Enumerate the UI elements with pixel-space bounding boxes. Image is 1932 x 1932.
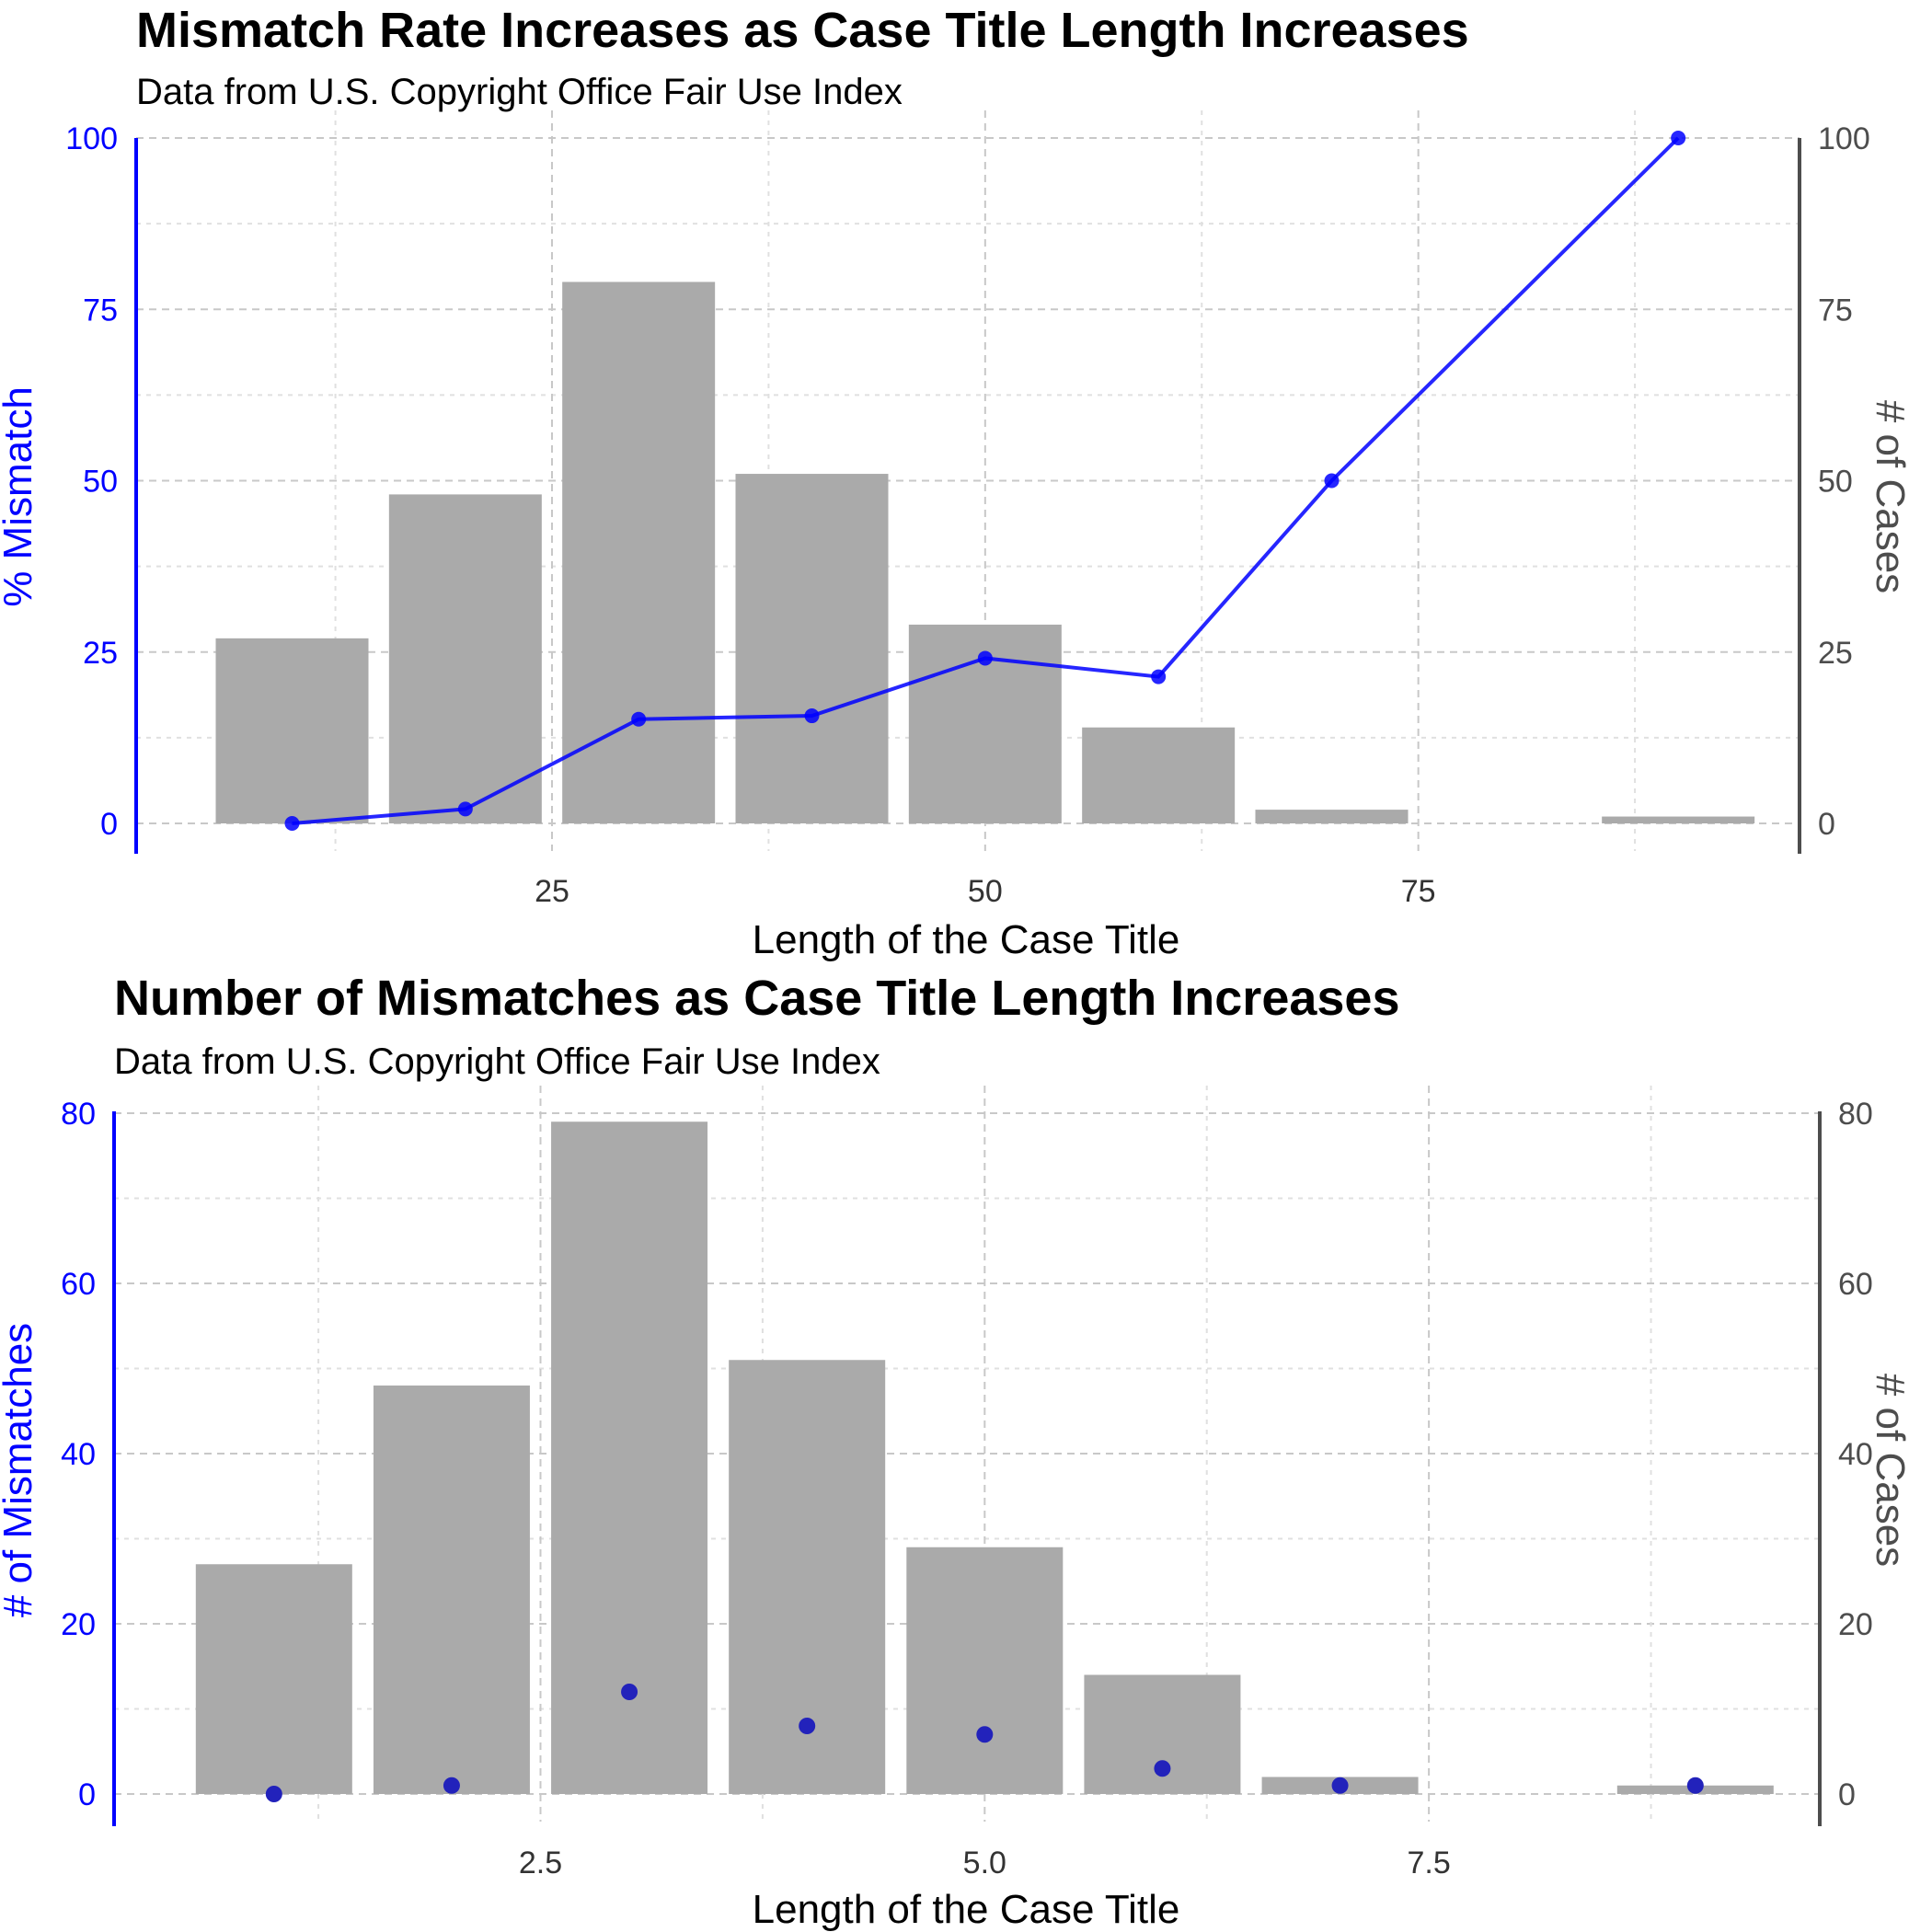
x-axis-label: Length of the Case Title	[753, 1887, 1180, 1932]
bar	[388, 494, 542, 823]
data-point	[621, 1684, 638, 1700]
x-tick-label: 2.5	[519, 1846, 562, 1880]
y-tick-label-right: 60	[1838, 1267, 1873, 1302]
bar	[551, 1121, 708, 1794]
data-point	[1151, 669, 1167, 684]
data-point	[804, 708, 820, 724]
data-point	[799, 1718, 816, 1734]
data-point	[1324, 473, 1340, 489]
y-tick-label-left: 20	[61, 1607, 96, 1642]
y-tick-label-left: 50	[83, 465, 118, 500]
left-axis-label: # of Mismatches	[0, 1323, 40, 1617]
chart-plot-area: 0 20 40 60 80 0 20 40 60 80 2.5 5.0 7.5 Length of th…	[0, 1086, 1913, 1932]
y-tick-label-left: 100	[65, 121, 118, 156]
x-axis-label: Length of the Case Title	[753, 917, 1180, 962]
x-tick-label: 5.0	[963, 1846, 1006, 1880]
bar	[735, 474, 889, 823]
y-tick-label-left: 75	[83, 293, 118, 328]
data-point	[265, 1786, 282, 1802]
chart-mismatch-count: Number of Mismatches as Case Title Lengt…	[0, 966, 1932, 1932]
y-tick-label-left: 80	[61, 1097, 96, 1132]
chart-plot-area: 0 25 50 75 100 0 25 50 75 100 25 50 75 Length of the…	[0, 110, 1913, 962]
bar	[1082, 727, 1236, 823]
y-tick-label-right: 75	[1818, 293, 1853, 328]
y-tick-label-right: 40	[1838, 1437, 1873, 1472]
x-tick-label: 75	[1401, 874, 1436, 909]
right-axis-label: # of Cases	[1868, 400, 1913, 593]
series-line	[292, 136, 1680, 825]
chart-subtitle: Data from U.S. Copyright Office Fair Use…	[136, 72, 903, 112]
x-tick-label: 7.5	[1407, 1846, 1450, 1880]
bar	[1602, 816, 1755, 823]
data-point	[977, 650, 993, 666]
chart-title: Mismatch Rate Increases as Case Title Le…	[136, 3, 1469, 58]
x-tick-label: 50	[968, 874, 1003, 909]
x-tick-label: 25	[535, 874, 569, 909]
bar	[906, 1547, 1064, 1794]
y-tick-label-right: 25	[1818, 636, 1853, 671]
chart-mismatch-rate: Mismatch Rate Increases as Case Title Le…	[0, 3, 1913, 962]
y-tick-label-right: 50	[1818, 465, 1853, 500]
bar	[562, 282, 716, 823]
left-axis-label: % Mismatch	[0, 386, 40, 607]
data-point	[1686, 1777, 1704, 1794]
y-tick-label-left: 25	[83, 636, 118, 671]
y-tick-label-right: 20	[1838, 1607, 1873, 1642]
bar	[195, 1564, 352, 1794]
data-point	[1331, 1777, 1349, 1794]
bar	[373, 1386, 530, 1794]
right-axis-label: # of Cases	[1868, 1374, 1913, 1567]
data-point	[284, 816, 300, 831]
chart-title: Number of Mismatches as Case Title Lengt…	[114, 971, 1400, 1026]
chart-subtitle: Data from U.S. Copyright Office Fair Use…	[114, 1041, 880, 1082]
y-tick-label-right: 80	[1838, 1097, 1873, 1132]
y-tick-label-left: 60	[61, 1267, 96, 1302]
y-tick-label-left: 0	[100, 807, 118, 842]
bar	[1255, 810, 1409, 823]
data-point	[976, 1726, 994, 1743]
y-tick-label-right: 0	[1838, 1777, 1856, 1812]
bar	[215, 638, 369, 823]
data-point	[631, 711, 647, 727]
y-tick-label-left: 40	[61, 1437, 96, 1472]
data-point	[1671, 131, 1686, 145]
data-point	[1154, 1760, 1171, 1777]
data-point	[443, 1777, 460, 1794]
y-tick-label-right: 100	[1818, 121, 1870, 156]
y-tick-label-right: 0	[1818, 807, 1835, 842]
y-tick-label-left: 0	[78, 1777, 96, 1812]
data-point	[457, 801, 473, 817]
